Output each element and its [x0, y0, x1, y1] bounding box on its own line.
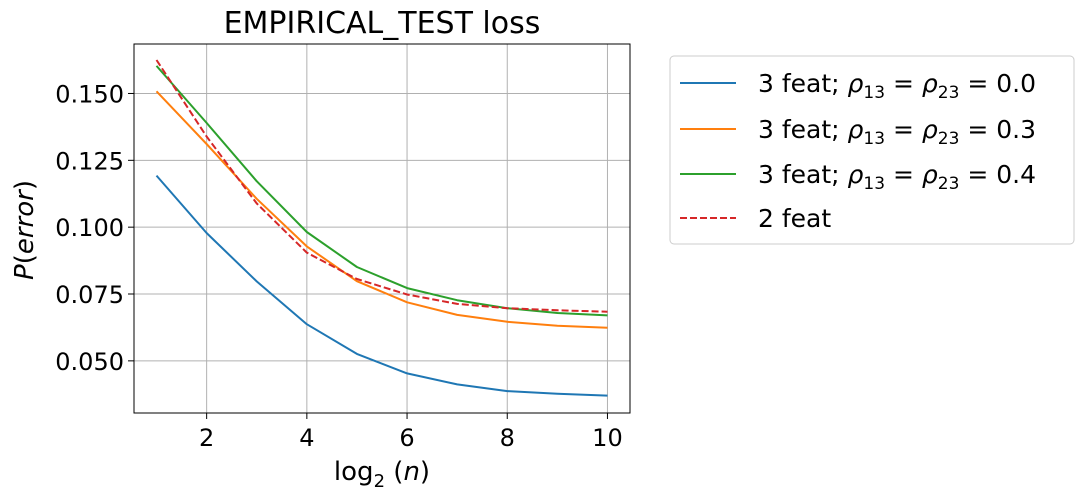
y-tick-label: 0.150 [55, 80, 124, 108]
plot-frame [133, 43, 631, 414]
series-lines [155, 59, 608, 397]
x-tick-label: 6 [399, 424, 414, 452]
x-axis-ticks: 2 4 6 8 10 [199, 413, 623, 452]
legend-box [669, 55, 1075, 245]
y-axis-label: P(error) [10, 180, 40, 280]
x-tick-label: 10 [592, 424, 623, 452]
y-axis-ticks: 0.050 0.075 0.100 0.125 0.150 [55, 80, 134, 376]
legend-label: 2 feat [758, 204, 831, 233]
y-tick-label: 0.075 [55, 281, 124, 309]
legend-item: 3 feat; ρ13 = ρ23 = 0.0 [680, 69, 1036, 103]
legend-label: 3 feat; ρ13 = ρ23 = 0.0 [758, 69, 1036, 103]
x-tick-label: 2 [199, 424, 214, 452]
chart-title: EMPIRICAL_TEST loss [224, 6, 541, 41]
series-line-3 [155, 59, 608, 313]
series-line-0 [155, 174, 608, 397]
grid-lines [134, 44, 630, 413]
x-axis-label: log2 (n) [334, 457, 430, 492]
x-tick-label: 8 [500, 424, 515, 452]
legend-item: 3 feat; ρ13 = ρ23 = 0.3 [680, 115, 1036, 149]
y-tick-label: 0.125 [55, 147, 124, 175]
legend-item: 2 feat [680, 204, 831, 233]
x-tick-label: 4 [299, 424, 314, 452]
y-tick-label: 0.050 [55, 348, 124, 376]
legend-item: 3 feat; ρ13 = ρ23 = 0.4 [680, 160, 1036, 194]
series-line-2 [155, 65, 608, 317]
y-tick-label: 0.100 [55, 214, 124, 242]
series-line-1 [155, 90, 608, 329]
legend-label: 3 feat; ρ13 = ρ23 = 0.3 [758, 115, 1036, 149]
legend-label: 3 feat; ρ13 = ρ23 = 0.4 [758, 160, 1036, 194]
legend: 3 feat; ρ13 = ρ23 = 0.0 3 feat; ρ13 = ρ2… [669, 55, 1075, 245]
